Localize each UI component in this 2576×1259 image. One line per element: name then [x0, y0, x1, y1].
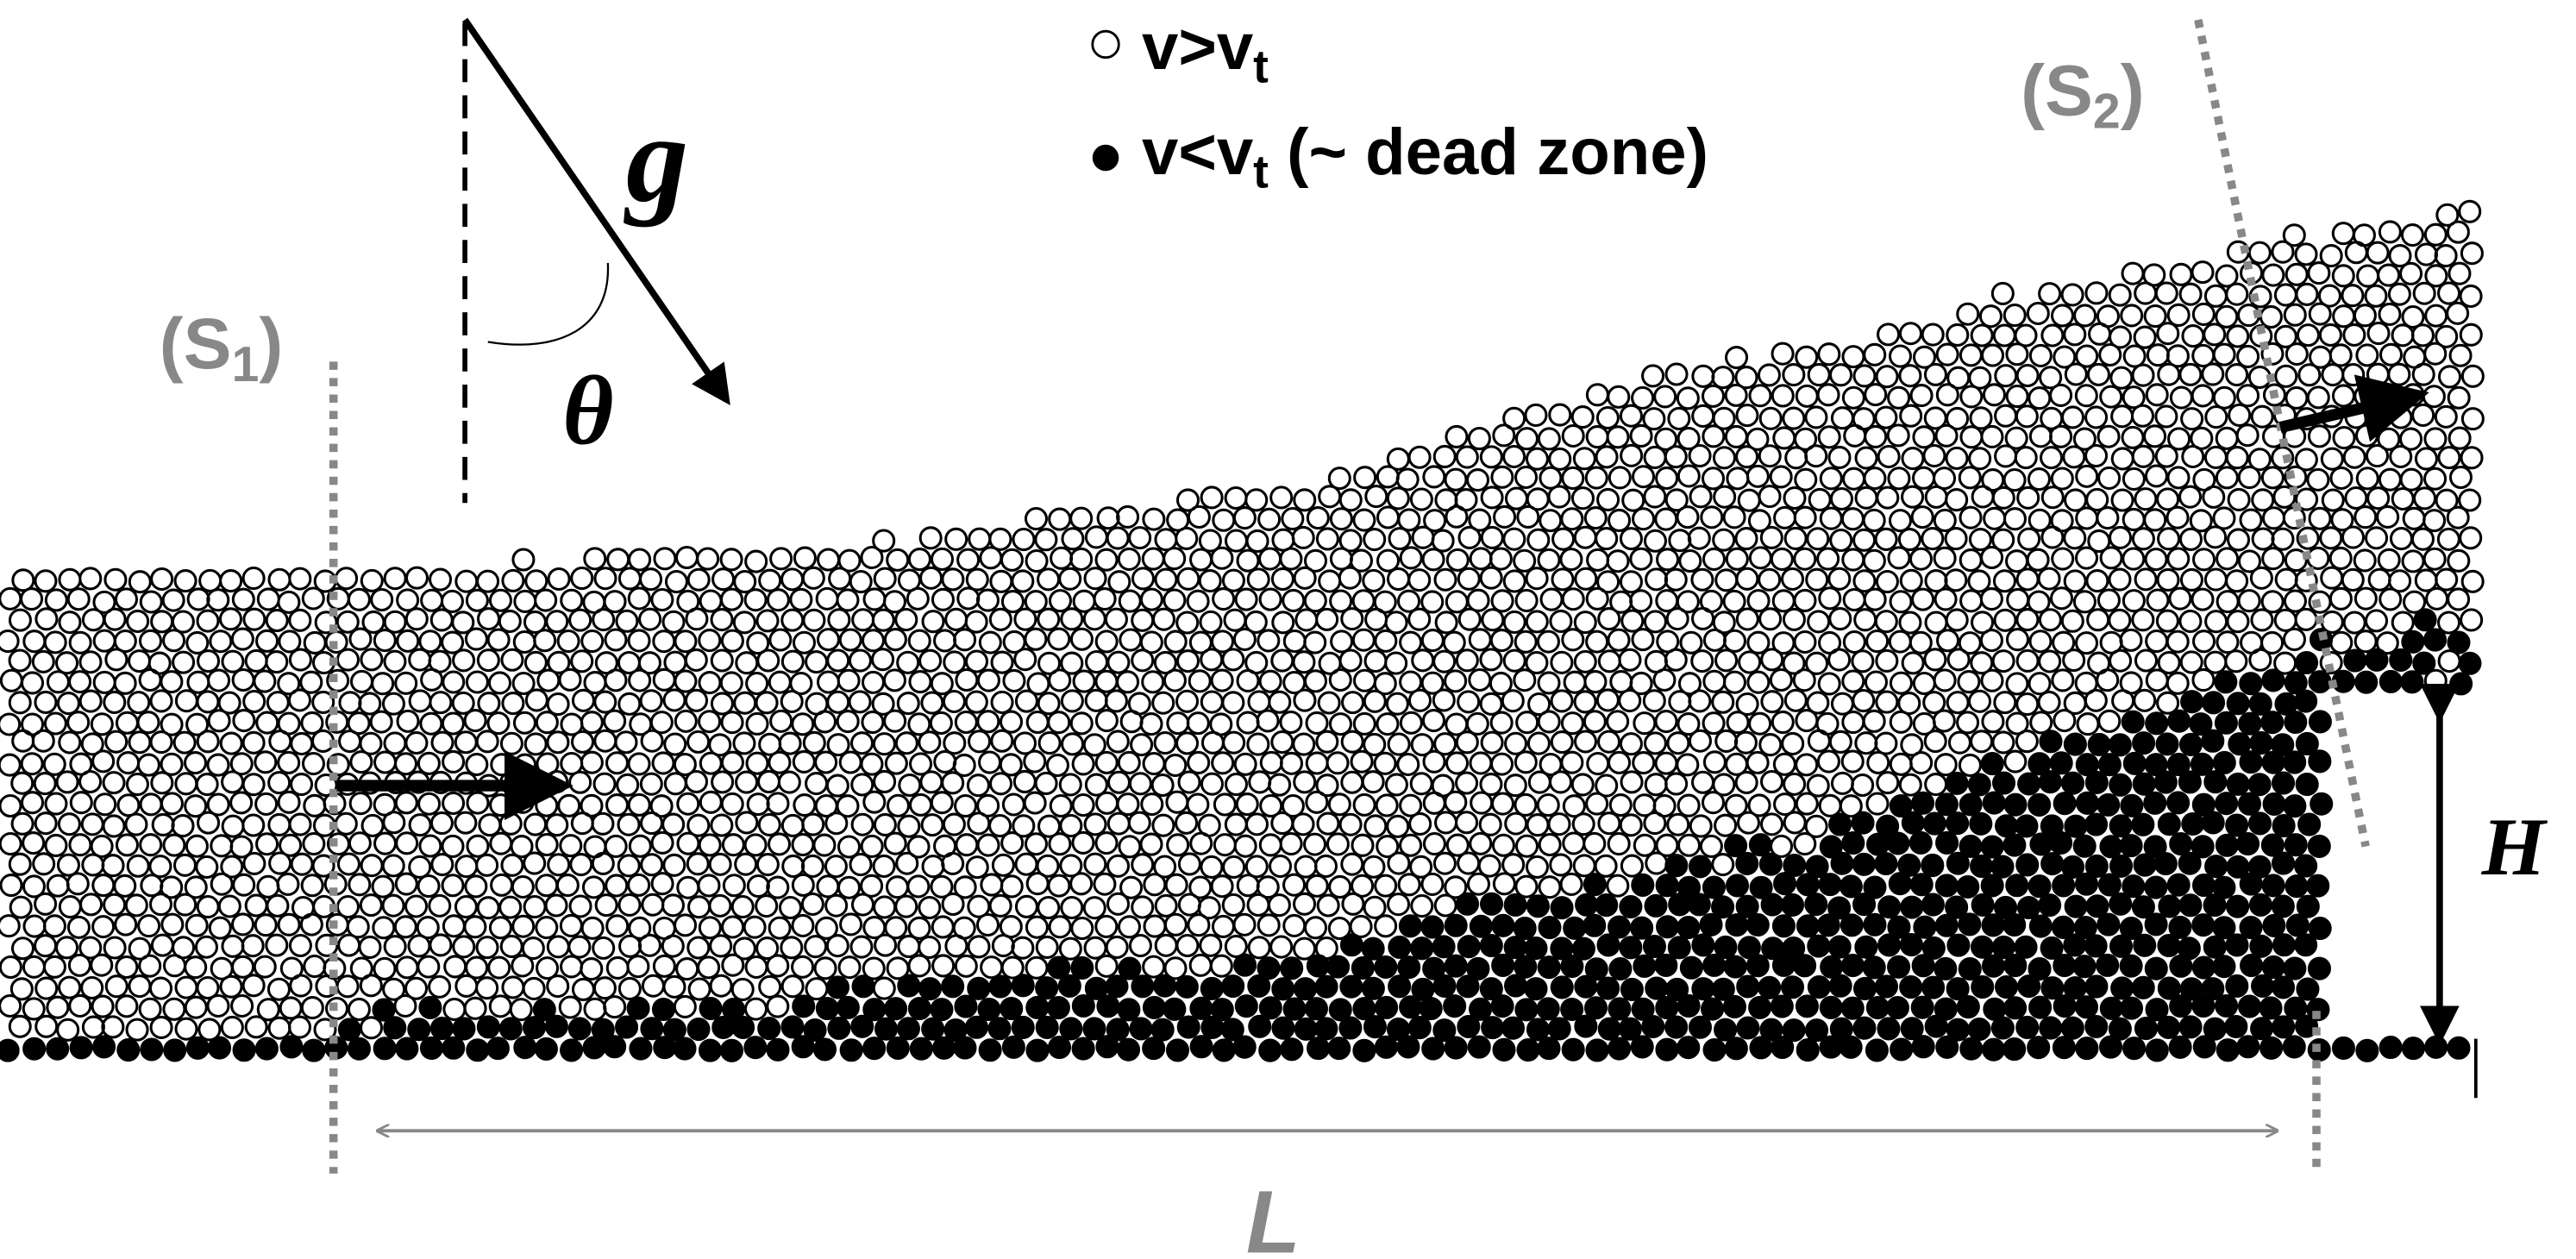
angle-label: θ: [562, 356, 613, 466]
legend-filled-sub: t: [1253, 147, 1269, 197]
angle-arc: [487, 262, 609, 346]
gravity-arrow: [461, 17, 730, 405]
section-label-2-open: (S: [2021, 49, 2093, 130]
height-label: H: [2481, 801, 2548, 893]
length-label: L: [1246, 1172, 1301, 1259]
legend-filled-suffix: (~ dead zone): [1269, 116, 1708, 189]
section-label-2-close: ): [2121, 49, 2145, 130]
gravity-label: g: [624, 90, 688, 228]
outflow-arrow: [2278, 374, 2429, 442]
legend-open-main: v>v: [1142, 10, 1254, 84]
legend-open-sub: t: [1253, 41, 1269, 92]
legend-open-text: v>vt: [1142, 10, 1269, 92]
section-label-1-sub: 1: [232, 337, 260, 392]
particle-field: [0, 199, 2485, 1062]
legend-filled-symbol: [1092, 144, 1119, 172]
legend-open-symbol: [1091, 29, 1120, 60]
section-label-1-close: ): [259, 303, 283, 384]
flowing-particles: [0, 199, 2485, 1042]
section-label-1-open: (S: [160, 303, 232, 384]
section-label-2: (S2): [2021, 49, 2145, 139]
section-label-1: (S1): [160, 303, 284, 392]
legend-filled-text: v<vt (~ dead zone): [1142, 116, 1708, 197]
dead-zone-particles: [0, 608, 2482, 1062]
section-label-2-sub: 2: [2093, 85, 2121, 140]
legend-filled-main: v<v: [1142, 116, 1254, 189]
